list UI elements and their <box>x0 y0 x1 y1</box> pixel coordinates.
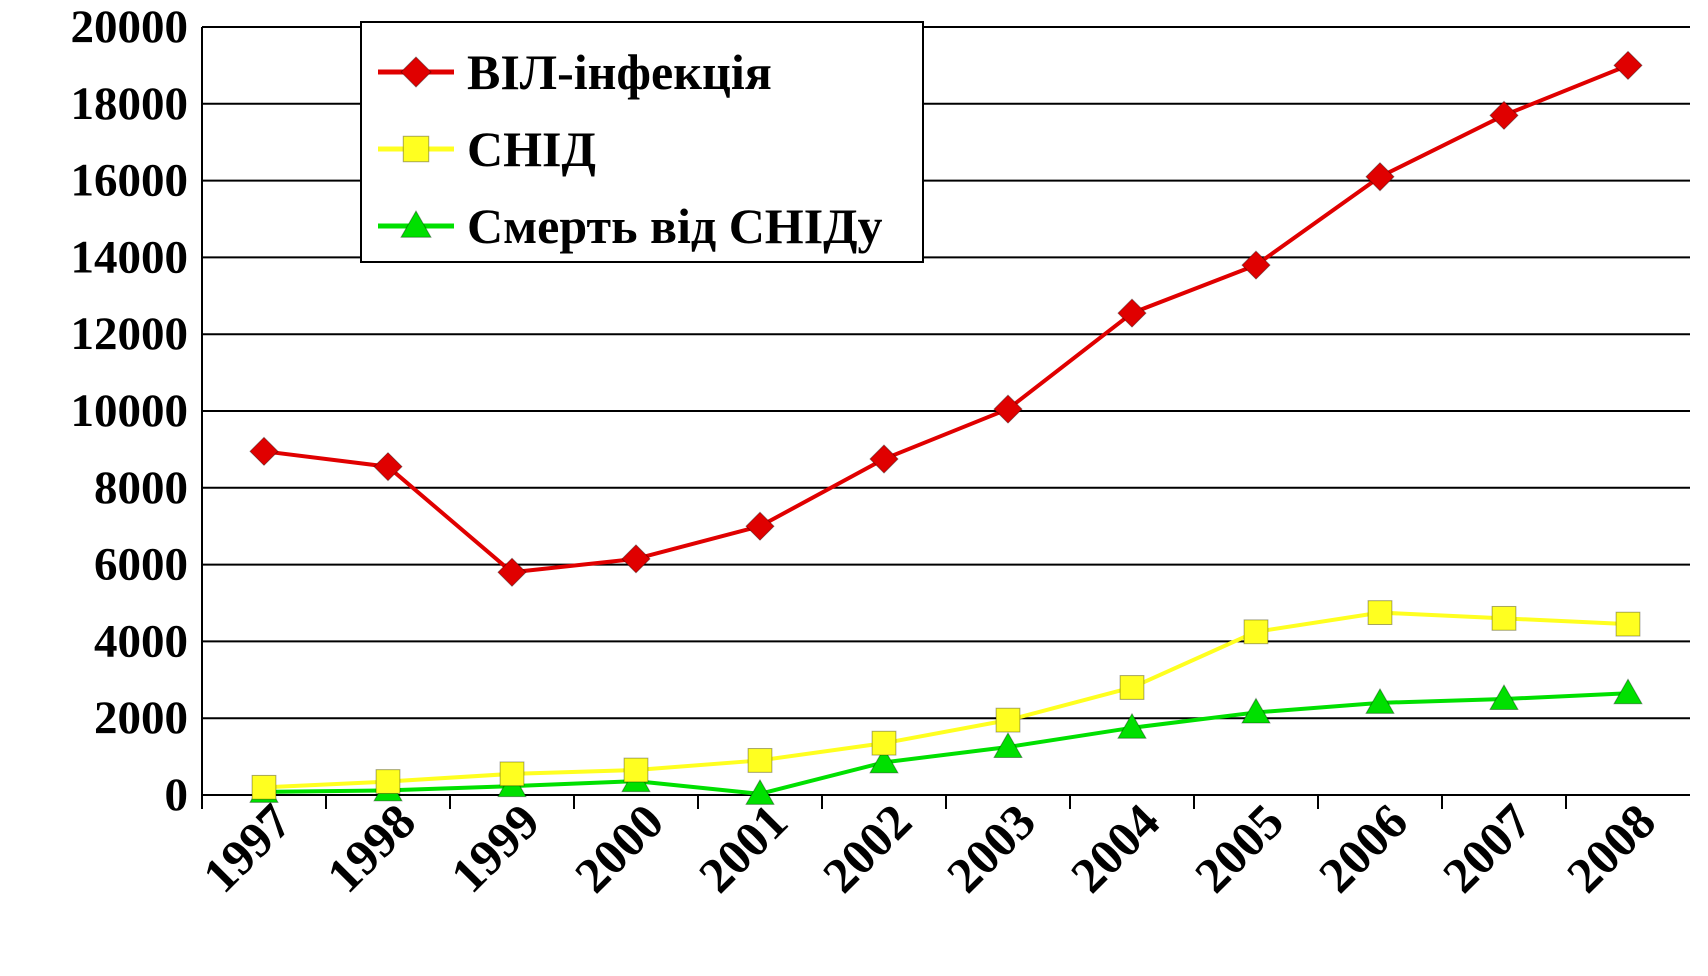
series-line <box>263 610 1629 790</box>
x-tick-label: 2002 <box>812 793 922 903</box>
series-1 <box>251 600 1641 800</box>
data-point <box>375 769 401 794</box>
data-point <box>497 557 527 587</box>
legend-label: Смерть від СНІДу <box>467 198 883 254</box>
data-point <box>993 731 1023 758</box>
data-point <box>993 394 1023 424</box>
data-point <box>1117 298 1147 328</box>
y-axis-tick-labels: 0 2000 4000 6000 8000 10000 12000 14000 16000 180… <box>71 1 189 821</box>
x-tick-label: 2003 <box>936 793 1046 903</box>
y-tick-label: 18000 <box>71 78 189 130</box>
series-lines <box>249 50 1643 805</box>
x-tick-label: 2004 <box>1060 793 1170 903</box>
y-tick-label: 2000 <box>94 692 188 744</box>
y-tick-label: 6000 <box>94 539 188 591</box>
x-tick-label: 2005 <box>1184 793 1294 903</box>
data-point <box>1241 250 1271 280</box>
data-point <box>1613 678 1643 705</box>
data-point <box>1243 619 1269 645</box>
data-point <box>1615 611 1641 637</box>
legend-label: СНІД <box>467 121 596 177</box>
legend-marker <box>400 56 432 88</box>
y-tick-label: 0 <box>165 769 189 821</box>
data-point <box>1365 687 1395 714</box>
data-point <box>621 544 651 574</box>
data-point <box>1489 683 1519 710</box>
series-line <box>263 63 1629 575</box>
series-2 <box>249 678 1643 805</box>
y-tick-label: 4000 <box>94 615 188 667</box>
data-point <box>499 761 525 787</box>
data-point <box>623 757 649 783</box>
data-point <box>1613 50 1643 81</box>
legend-marker <box>400 209 432 238</box>
legend: ВІЛ-інфекція СНІД Смерть від СНІДу <box>360 21 924 263</box>
y-tick-label: 14000 <box>71 231 189 283</box>
data-point <box>1367 600 1393 626</box>
data-point <box>1491 605 1517 631</box>
data-point <box>373 451 403 482</box>
data-point <box>249 436 279 467</box>
x-tick-label: 1999 <box>440 793 550 903</box>
axes <box>201 27 1690 809</box>
data-point <box>745 778 775 805</box>
data-point <box>1117 712 1147 739</box>
x-tick-label: 1998 <box>316 793 426 903</box>
x-tick-label: 1997 <box>192 793 302 903</box>
y-tick-label: 10000 <box>71 385 189 437</box>
series-line <box>263 691 1629 796</box>
x-tick-label: 2008 <box>1556 793 1666 903</box>
data-point <box>995 707 1021 733</box>
legend-label: ВІЛ-інфекція <box>467 44 772 100</box>
y-tick-label: 8000 <box>94 462 188 514</box>
x-tick-label: 2007 <box>1432 793 1542 903</box>
data-point <box>1241 697 1271 724</box>
data-point <box>871 730 897 756</box>
y-tick-label: 20000 <box>71 1 189 53</box>
y-tick-label: 12000 <box>71 308 189 360</box>
x-tick-label: 2001 <box>688 793 798 903</box>
data-point <box>251 774 277 800</box>
x-axis-tick-labels: 1997 1998 1999 2000 2001 2002 2003 2004 2005 2006… <box>192 793 1666 903</box>
data-point <box>1365 162 1395 192</box>
legend-marker <box>402 135 430 163</box>
data-point <box>1489 100 1519 131</box>
series-0 <box>249 50 1643 587</box>
data-point <box>869 747 899 774</box>
x-tick-label: 2000 <box>564 793 674 903</box>
data-point <box>747 748 773 773</box>
data-point <box>745 511 775 541</box>
y-tick-label: 16000 <box>71 155 189 207</box>
x-tick-label: 2006 <box>1308 793 1418 903</box>
legend-box <box>360 21 924 263</box>
data-point <box>869 444 899 474</box>
data-point <box>1119 675 1145 700</box>
